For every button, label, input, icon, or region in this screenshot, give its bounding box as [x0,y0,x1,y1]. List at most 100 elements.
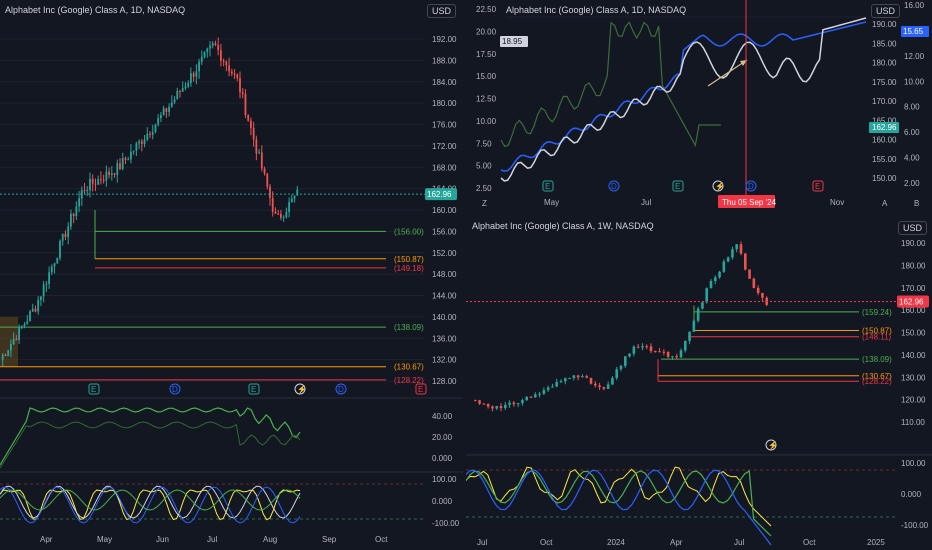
left-candle [56,258,59,264]
bottom-right-price-tick: 180.00 [901,261,926,270]
bottom-right-candle [495,406,499,409]
left-candle [195,71,198,77]
left-candle [198,61,200,72]
bottom-right-candle [653,351,657,353]
left-candle [1,354,4,360]
bottom-right-candle [713,277,717,282]
left-candle [67,226,70,238]
top-right-outer-tick: 8.00 [904,103,920,112]
top-right-outer-tick: 16.00 [904,1,925,10]
bottom-right-candle [658,351,661,353]
bottom-right-candle [718,271,721,278]
left-month-label: May [97,535,112,544]
left-chart-pane[interactable]: 192.00 188.00 184.00 180.00 176.00 172.00 168.… [0,0,463,550]
left-currency-button[interactable]: USD [427,4,457,18]
left-price-tick: 180.00 [432,99,457,108]
top-right-left-tick: 10.00 [476,117,497,126]
top-right-outer-tick: 2.00 [904,179,920,188]
top-right-currency-button[interactable]: USD [871,4,901,18]
bottom-right-price-tick: 150.00 [901,329,926,338]
left-candle [135,143,138,151]
bottom-right-candle [512,402,516,405]
left-candle [23,323,26,326]
bottom-right-chart-title: Alphabet Inc (Google) Class A, 1W, NASDA… [472,221,654,231]
left-candle [170,102,173,107]
bottom-right-chart-canvas[interactable]: 190.00 180.00 170.00 160.00 150.00 140.00 130.… [466,215,932,550]
top-right-chart-canvas[interactable]: 22.50 20.00 17.50 15.00 12.50 10.00 7.50 5.00 2.… [466,0,932,212]
top-right-corner-left: Z [482,199,487,208]
left-candle [132,150,135,152]
left-candle [86,190,89,192]
bottom-right-currency-button[interactable]: USD [898,221,928,235]
top-right-date-text: Thu 05 Sep '24 [722,198,777,207]
left-month-label: Apr [40,535,53,544]
bottom-right-month-label: 2025 [867,538,885,547]
bottom-right-candle [563,378,567,382]
left-candle [29,311,31,322]
left-candle [282,217,285,219]
left-candle [263,168,266,174]
left-candle [173,99,176,103]
top-right-event-label: ⚡ [715,181,725,191]
left-price-tick: 168.00 [432,163,457,172]
bottom-right-candle [615,369,619,378]
bottom-right-price-tick: 140.00 [901,351,926,360]
left-candle [10,343,12,351]
left-level-label: (130.67) [394,363,424,372]
bottom-right-candle [542,390,546,394]
left-candle [45,283,48,285]
left-candle [97,179,100,185]
left-candle [119,163,121,170]
bottom-right-candle [679,350,683,358]
left-candle [206,48,209,52]
bottom-right-candle [628,353,631,357]
left-candle [236,74,239,79]
left-candle [280,213,282,218]
left-range-box [0,316,18,367]
top-right-chart-title: Alphabet Inc (Google) Class A, 1D, NASDA… [506,5,687,15]
bottom-right-candle [576,375,580,378]
left-ind1-line [0,407,301,466]
left-event-marker [415,383,427,395]
left-ind1-tick: 20.00 [432,433,453,442]
left-candle [250,120,252,128]
left-candle [200,56,203,62]
left-candle [89,178,91,191]
bottom-right-chart-pane[interactable]: 190.00 180.00 170.00 160.00 150.00 140.00 130.… [466,215,932,550]
bottom-right-event-label: ⚡ [768,440,778,450]
left-price-tick: 136.00 [432,334,457,343]
left-chart-canvas[interactable]: 192.00 188.00 184.00 180.00 176.00 172.00 168.… [0,0,463,550]
bottom-right-candle [521,400,524,404]
top-right-chart-pane[interactable]: 22.50 20.00 17.50 15.00 12.50 10.00 7.50 5.00 2.… [466,0,932,212]
top-right-month-label: Jul [641,198,651,207]
left-candle [42,284,45,297]
bottom-right-price-tick: 110.00 [901,418,925,427]
top-right-event-marker [812,180,824,192]
left-candle [94,183,97,185]
left-price-tick: 172.00 [432,142,457,151]
bottom-right-candle [696,308,700,321]
left-candle [214,43,217,45]
left-candle [116,163,119,175]
left-candle [18,326,20,341]
left-month-label: Aug [263,535,277,544]
bottom-right-price-tick: 130.00 [901,373,926,382]
left-candle [184,86,187,89]
top-right-inner-tick: 165.00 [872,116,897,125]
bottom-right-candle [675,356,679,358]
top-right-outer-tick: 12.00 [904,52,925,61]
left-price-tick: 176.00 [432,121,457,130]
left-candle [181,88,184,92]
top-right-left-tick: 15.00 [476,72,497,81]
bottom-right-event-marker [765,439,777,451]
top-right-event-label: E [675,182,680,191]
left-event-marker [88,383,100,395]
bottom-right-candle [623,356,627,366]
top-right-arrow [707,59,748,87]
left-candle [244,94,247,115]
bottom-right-candle [743,253,747,270]
left-candle [124,158,127,160]
bottom-right-candle [551,386,554,388]
left-last-price-text: 162.96 [427,190,452,199]
bottom-right-candle [533,394,537,398]
